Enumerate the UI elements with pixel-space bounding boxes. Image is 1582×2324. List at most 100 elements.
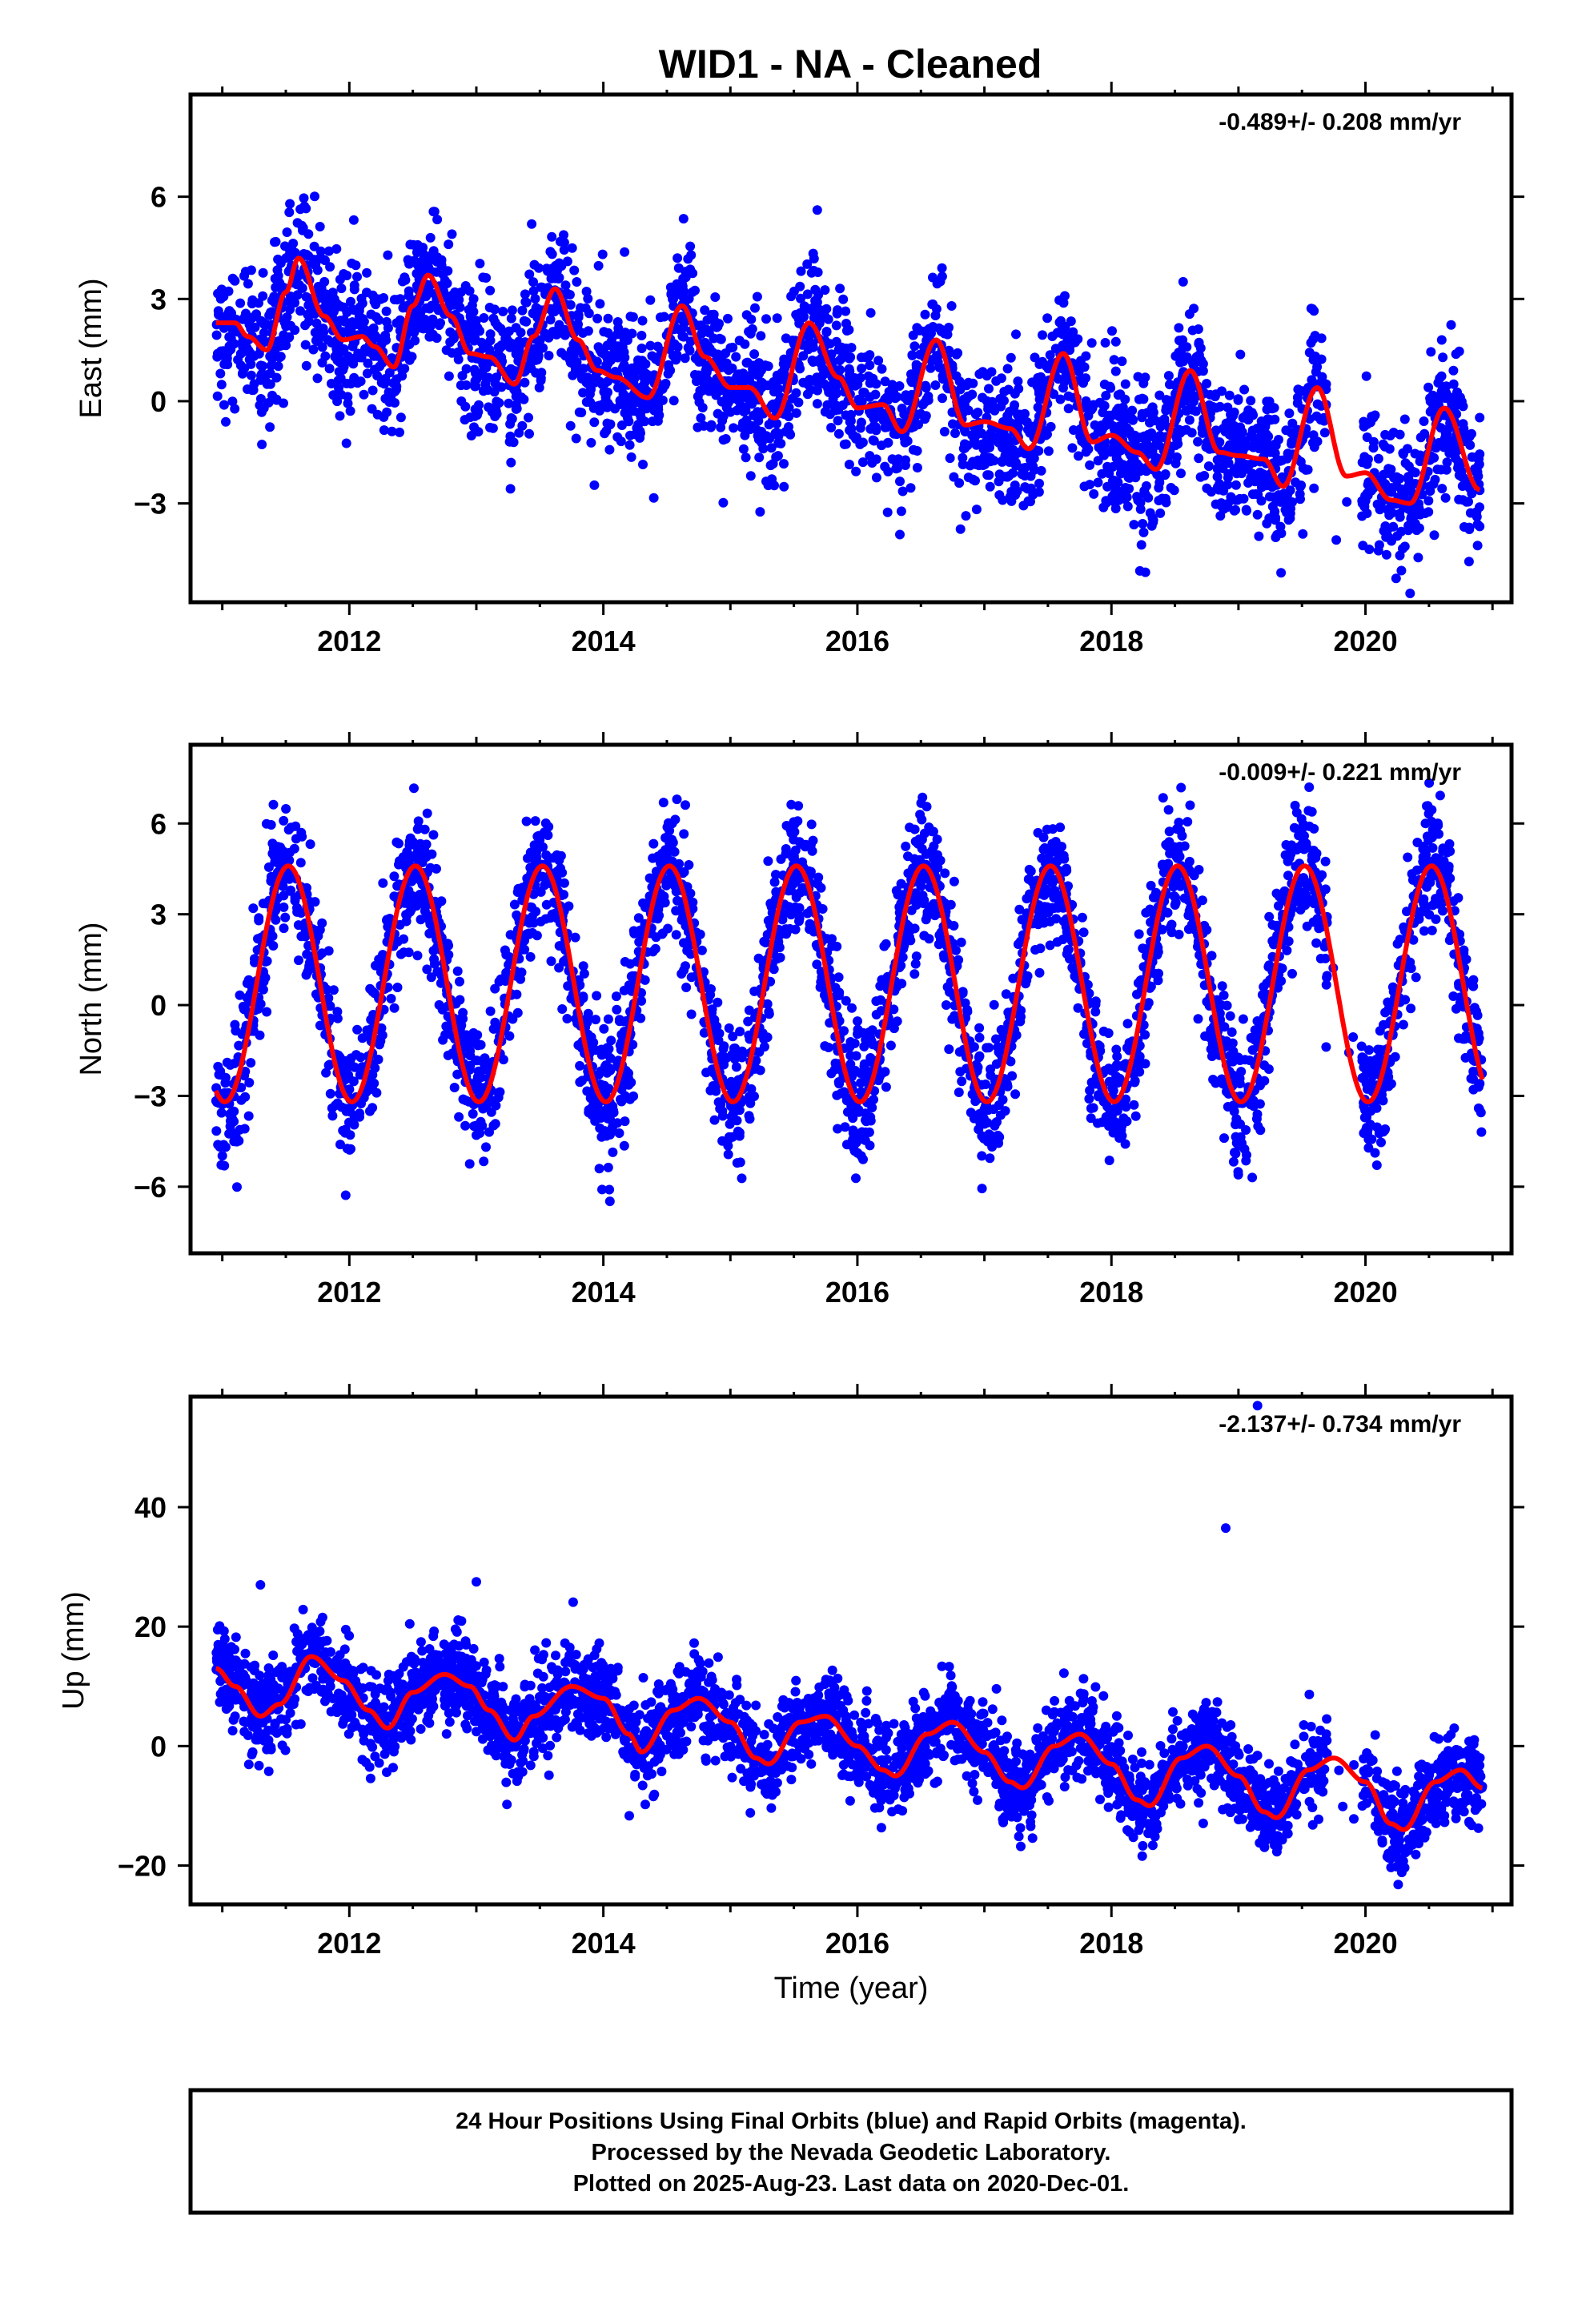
data-point: [1247, 425, 1258, 436]
data-point: [311, 259, 321, 269]
data-point: [223, 360, 233, 370]
data-point: [1242, 505, 1251, 516]
data-point: [709, 1115, 720, 1125]
data-point: [464, 1159, 475, 1169]
data-point: [313, 336, 323, 347]
data-point: [1231, 505, 1241, 515]
data-point: [1079, 362, 1090, 372]
data-point: [444, 239, 454, 250]
data-point: [1043, 446, 1054, 456]
data-point: [899, 392, 909, 403]
data-point: [973, 408, 983, 417]
data-point: [1381, 549, 1391, 560]
data-point: [1198, 366, 1208, 376]
data-point: [1252, 509, 1263, 520]
data-point: [477, 367, 488, 377]
data-point: [1215, 511, 1226, 521]
data-point: [1086, 338, 1097, 348]
chart-title: WID1 - NA - Cleaned: [659, 42, 1042, 86]
data-point: [796, 308, 806, 318]
data-point: [240, 267, 251, 277]
data-point: [1109, 355, 1119, 365]
data-point: [534, 263, 544, 273]
data-point: [295, 858, 306, 868]
data-point: [960, 443, 970, 453]
data-point: [528, 308, 538, 319]
data-point: [1032, 381, 1042, 392]
data-point: [1171, 432, 1182, 442]
data-point: [1194, 339, 1204, 349]
data-point: [808, 835, 818, 846]
data-point: [479, 1156, 489, 1167]
data-point: [830, 402, 841, 412]
data-point: [833, 416, 843, 426]
data-point: [906, 369, 916, 380]
data-point: [1202, 483, 1212, 493]
data-point: [1028, 461, 1038, 472]
data-point: [530, 816, 540, 826]
data-point: [507, 305, 517, 316]
data-point: [697, 403, 708, 412]
data-point: [731, 352, 741, 362]
data-point: [527, 219, 537, 229]
data-point: [232, 1182, 242, 1192]
data-point: [851, 466, 861, 476]
data-point: [1228, 1156, 1239, 1167]
data-point: [512, 1007, 523, 1018]
data-point: [1038, 330, 1047, 340]
data-point: [227, 273, 238, 283]
data-point: [1165, 401, 1175, 412]
data-point: [982, 470, 993, 480]
data-point: [1110, 366, 1121, 376]
data-point: [408, 239, 419, 250]
data-point: [604, 1184, 615, 1195]
data-point: [331, 243, 342, 254]
data-point: [986, 434, 997, 444]
data-point: [1419, 416, 1429, 426]
data-point: [734, 336, 745, 346]
data-point: [390, 386, 400, 396]
data-point: [636, 331, 647, 340]
data-point: [443, 266, 453, 276]
data-point: [625, 312, 636, 322]
data-point: [347, 304, 358, 315]
data-point: [392, 983, 403, 992]
data-point: [1063, 374, 1074, 384]
data-point: [849, 373, 860, 383]
data-point: [1413, 553, 1423, 563]
data-point: [355, 1052, 366, 1063]
data-point: [506, 457, 516, 468]
data-point: [1178, 276, 1188, 287]
data-point: [594, 1164, 604, 1174]
data-point: [491, 401, 501, 412]
data-point: [1309, 442, 1319, 452]
data-point: [1411, 972, 1421, 983]
data-point: [1241, 459, 1251, 469]
data-point: [771, 870, 781, 880]
data-point: [612, 341, 623, 352]
data-point: [1193, 324, 1203, 334]
data-point: [766, 443, 777, 453]
data-point: [409, 783, 419, 794]
data-point: [460, 1120, 471, 1131]
data-point: [900, 460, 910, 470]
data-point: [1213, 463, 1223, 473]
data-point: [379, 425, 389, 436]
data-point: [802, 289, 813, 300]
data-point: [909, 341, 920, 352]
data-point: [1311, 938, 1322, 948]
data-point: [613, 324, 624, 333]
data-point: [1465, 440, 1476, 450]
data-point: [243, 279, 253, 289]
data-point: [685, 264, 696, 275]
data-point: [1133, 978, 1143, 988]
data-point: [996, 440, 1006, 450]
data-point: [1194, 453, 1204, 464]
data-point: [1451, 447, 1461, 457]
data-point: [335, 411, 345, 421]
data-point: [1254, 531, 1264, 541]
data-point: [1464, 557, 1474, 567]
data-point: [773, 451, 783, 461]
data-point: [461, 364, 472, 374]
data-point: [311, 318, 322, 328]
